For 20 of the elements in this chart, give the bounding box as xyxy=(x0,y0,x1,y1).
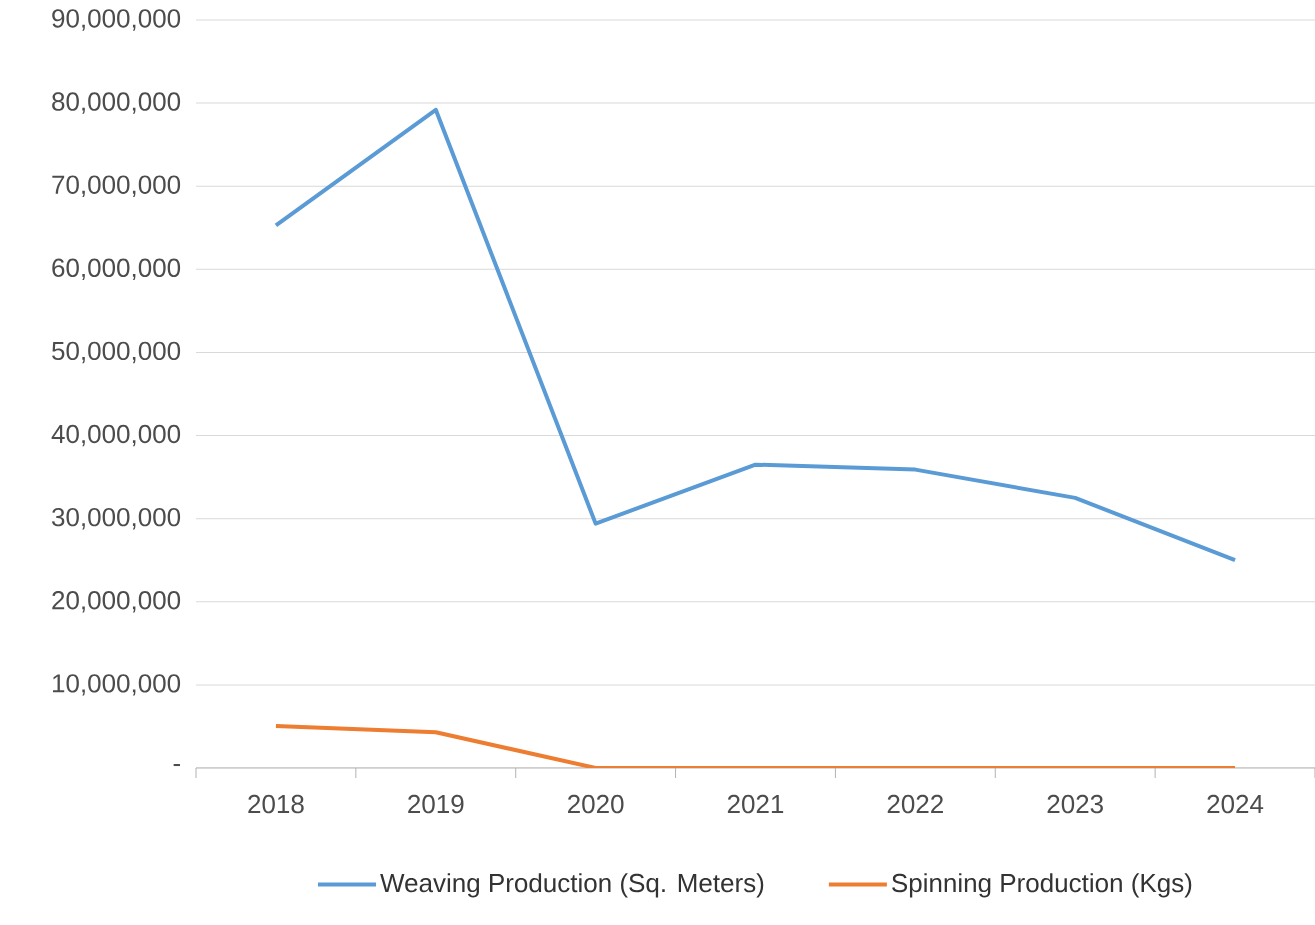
legend-label: Weaving Production (Sq. Meters) xyxy=(380,873,764,898)
y-tick-label: 50,000,000 xyxy=(52,341,181,364)
legend-label: Spinning Production (Kgs) xyxy=(892,873,1192,898)
y-tick-label: 70,000,000 xyxy=(52,175,181,197)
y-tick-label: 10,000,000 xyxy=(52,674,181,696)
y-tick-label: 80,000,000 xyxy=(52,92,181,114)
x-tick-label: 2024 xyxy=(1207,794,1264,814)
y-tick-label: 40,000,000 xyxy=(51,424,181,447)
x-tick-label: 2022 xyxy=(887,794,943,814)
line-series xyxy=(273,107,1238,563)
x-tick-label: 2020 xyxy=(568,794,624,814)
x-tick-label: 2023 xyxy=(1047,794,1103,814)
x-tick-label: 2018 xyxy=(248,794,304,814)
y-tick-label: 30,000,000 xyxy=(52,507,181,530)
x-tick-label: 2019 xyxy=(408,794,464,814)
y-tick-label: - xyxy=(173,764,180,767)
y-tick-label: 20,000,000 xyxy=(52,591,181,613)
x-tick-label: 2021 xyxy=(727,794,784,814)
y-tick-label: 90,000,000 xyxy=(52,9,181,31)
y-tick-label: 60,000,000 xyxy=(52,258,181,281)
